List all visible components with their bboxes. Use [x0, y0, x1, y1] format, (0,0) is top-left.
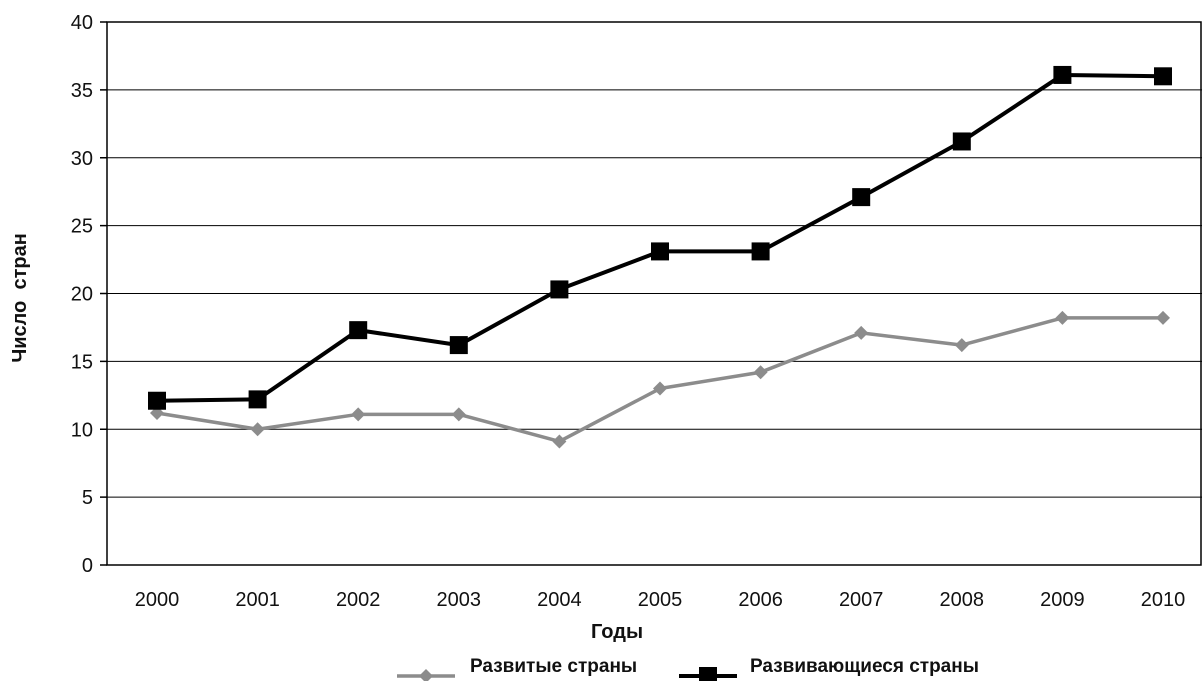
x-tick-label: 2001 [235, 589, 280, 611]
x-tick-label: 2006 [738, 589, 783, 611]
y-tick-label: 40 [71, 12, 93, 34]
series-line [156, 72, 1164, 403]
data-point-diamond [653, 381, 667, 396]
data-point-square [751, 242, 770, 261]
x-tick-label: 2010 [1141, 589, 1186, 611]
legend-item-1: Развитые страны [397, 656, 637, 681]
x-axis-title: Годы [591, 621, 643, 643]
data-point-square [1053, 65, 1072, 84]
x-tick-label: 2004 [537, 589, 582, 611]
series-line [156, 316, 1163, 444]
y-axis-title: Число стран [9, 233, 31, 363]
legend-marker-square [699, 667, 717, 681]
data-point-square [651, 242, 669, 261]
data-point-diamond [552, 434, 567, 449]
x-tick-label: 2007 [839, 589, 884, 611]
y-axis-ticks: 0 5 10 15 20 25 30 35 40 [71, 12, 107, 577]
y-tick-label: 25 [71, 216, 93, 238]
y-tick-label: 10 [71, 419, 93, 441]
legend-label: Развитые страны [470, 656, 637, 677]
x-tick-label: 2009 [1040, 589, 1085, 611]
data-point-square [1154, 67, 1172, 86]
data-point-diamond [451, 407, 466, 422]
data-point-square [852, 188, 871, 207]
data-point-square [449, 336, 468, 355]
x-tick-label: 2003 [437, 589, 482, 611]
y-tick-label: 20 [71, 284, 93, 306]
y-tick-label: 0 [82, 555, 93, 577]
x-axis-ticks: 2000 2001 2002 2003 2004 2005 2006 2007 2008 2009… [135, 589, 1186, 611]
data-point-diamond [1055, 310, 1070, 325]
legend-marker-diamond [419, 669, 433, 681]
y-tick-label: 5 [82, 487, 93, 509]
series-2 [148, 65, 1172, 410]
y-tick-label: 30 [71, 148, 93, 170]
y-tick-label: 35 [71, 80, 93, 102]
data-point-square [952, 132, 971, 151]
series-layer [148, 65, 1172, 449]
y-tick-label: 15 [71, 351, 93, 373]
legend-item-2: Развивающиеся страны [679, 656, 979, 681]
data-point-square [349, 321, 368, 340]
data-point-diamond [351, 407, 366, 422]
x-tick-label: 2000 [135, 589, 180, 611]
data-point-diamond [954, 338, 969, 353]
data-point-diamond [854, 325, 869, 340]
data-point-diamond [1156, 310, 1170, 325]
gridlines [107, 89, 1202, 498]
x-tick-label: 2005 [638, 589, 683, 611]
x-tick-label: 2008 [940, 589, 985, 611]
x-tick-label: 2002 [336, 589, 381, 611]
data-point-diamond [250, 422, 265, 437]
data-point-diamond [753, 365, 768, 380]
data-point-square [550, 280, 569, 299]
legend: Развитые страны Развивающиеся страны [397, 656, 979, 681]
data-point-square [248, 390, 267, 409]
legend-label: Развивающиеся страны [750, 656, 979, 677]
data-point-square [148, 391, 166, 410]
series-1 [150, 310, 1170, 449]
